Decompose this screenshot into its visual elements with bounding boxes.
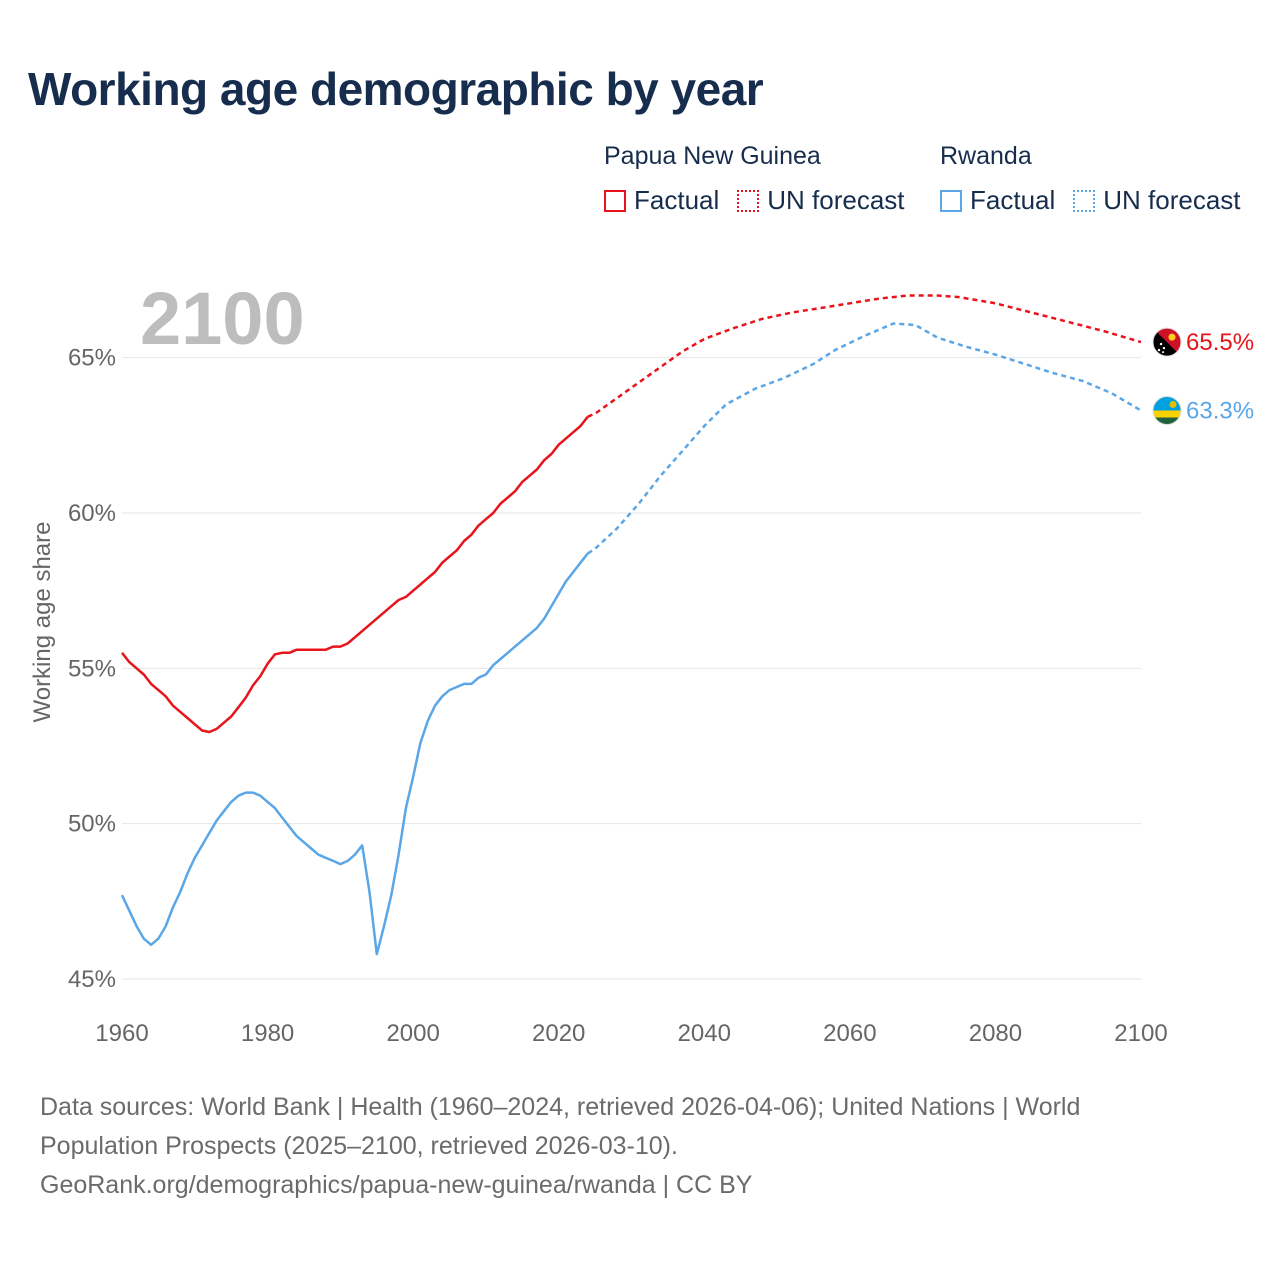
legend-group-rwanda: Rwanda Factual UN forecast: [940, 142, 1259, 216]
y-tick-label: 60%: [68, 500, 116, 527]
legend-item-factual[interactable]: Factual: [604, 185, 719, 216]
x-tick-label: 2020: [532, 1020, 585, 1047]
legend-label-factual: Factual: [970, 185, 1056, 215]
x-tick-label: 2040: [678, 1020, 731, 1047]
year-display: 2100: [140, 277, 305, 360]
series-end-label: 65.5%: [1186, 329, 1254, 356]
line-chart: 45% 50% 55% 60% 65% 1960 1980 2000 2020 2040 2060 2…: [29, 277, 1254, 1047]
series-line-forecast: [587, 294, 1142, 418]
x-tick-label: 2100: [1114, 1020, 1167, 1047]
legend-label-factual: Factual: [634, 185, 720, 215]
y-axis-label: Working age share: [29, 522, 56, 723]
legend-label-forecast: UN forecast: [767, 185, 905, 215]
series-line-forecast: [587, 322, 1142, 555]
legend-swatch-solid: [940, 189, 962, 212]
legend-swatch-dotted: [1073, 189, 1096, 212]
legend-item-forecast[interactable]: UN forecast: [1073, 185, 1241, 216]
y-tick-label: 65%: [68, 345, 116, 372]
legend-swatch-dotted: [737, 189, 760, 212]
x-tick-label: 2060: [823, 1020, 876, 1047]
series-line-factual: [120, 552, 589, 956]
legend-swatch-solid: [604, 189, 626, 212]
legend-country-name: Papua New Guinea: [604, 142, 821, 170]
x-tick-label: 1980: [241, 1020, 294, 1047]
legend-group-papua-new-guinea: Papua New Guinea Factual UN forecast: [604, 142, 923, 216]
footer-line: GeoRank.org/demographics/papua-new-guine…: [40, 1171, 753, 1199]
chart-title: Working age demographic by year: [28, 63, 764, 115]
series-end-label: 63.3%: [1186, 397, 1254, 424]
footer-line: Data sources: World Bank | Health (1960–…: [40, 1093, 1081, 1121]
x-tick-label: 2080: [969, 1020, 1022, 1047]
y-tick-label: 50%: [68, 811, 116, 838]
rwanda-flag-icon: [1152, 396, 1182, 425]
legend-country-name: Rwanda: [940, 142, 1032, 170]
series-line-factual: [121, 415, 589, 734]
y-tick-label: 55%: [68, 655, 116, 682]
legend-item-factual[interactable]: Factual: [940, 185, 1055, 216]
legend-label-forecast: UN forecast: [1103, 185, 1241, 215]
footer-line: Population Prospects (2025–2100, retriev…: [40, 1132, 678, 1160]
papua-new-guinea-flag-icon: [1152, 327, 1182, 357]
x-tick-label: 1960: [95, 1020, 148, 1047]
footer-sources: Data sources: World Bank | Health (1960–…: [40, 1088, 1240, 1205]
x-tick-label: 2000: [386, 1020, 439, 1047]
legend-item-forecast[interactable]: UN forecast: [737, 185, 905, 216]
y-tick-label: 45%: [68, 966, 116, 993]
